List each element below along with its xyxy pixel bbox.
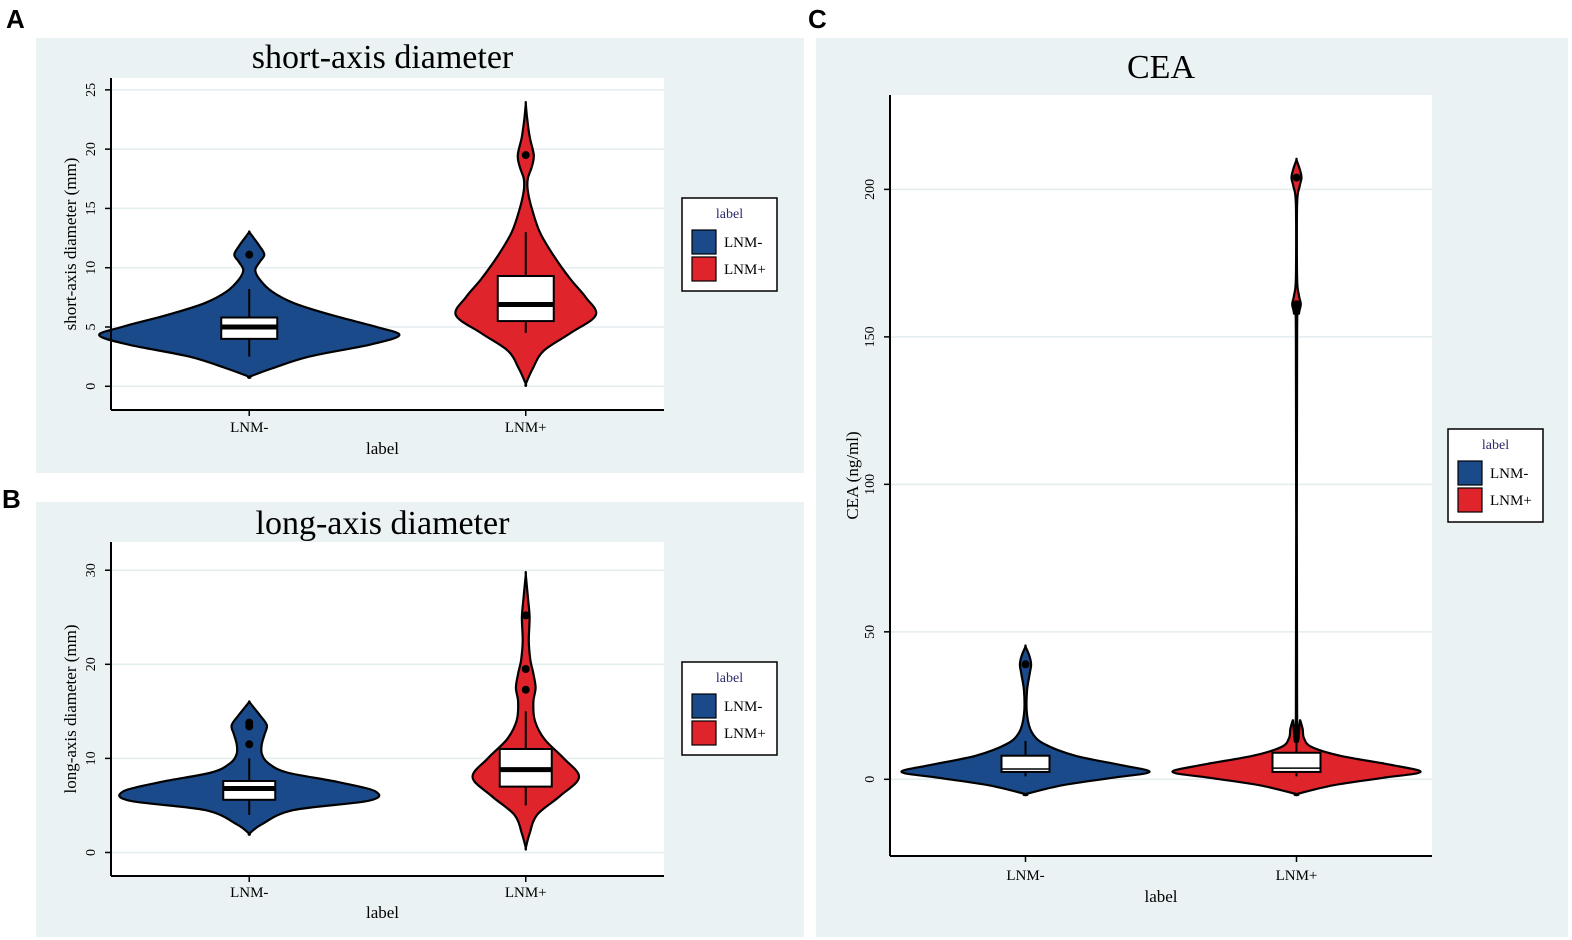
legend-label-LNM-: LNM- <box>724 699 762 715</box>
legend-title: label <box>1482 438 1509 453</box>
y-tick-label: 10 <box>84 261 99 275</box>
outlier-point <box>1292 173 1301 182</box>
y-tick-label: 10 <box>84 751 99 765</box>
chart-title: short-axis diameter <box>252 39 514 76</box>
plot-area <box>111 542 664 876</box>
panel-letter-b: B <box>2 484 21 514</box>
plot-area <box>890 95 1432 856</box>
y-tick-label: 150 <box>863 326 878 347</box>
panel-a: 0 5 10 15 20 25 LNM- LNM+ short-axis diameter lab… <box>36 38 804 473</box>
panel-c: 0 50 100 150 200 LNM- LNM+ CEA label CEA (ng/ml) l… <box>816 38 1568 937</box>
y-tick-label: 5 <box>84 324 99 331</box>
box-LNM+ <box>496 275 555 323</box>
plot-area <box>111 78 664 410</box>
legend-label-LNM+: LNM+ <box>1490 493 1532 509</box>
chart-title: CEA <box>1127 49 1195 86</box>
chart-short-axis: 0 5 10 15 20 25 LNM- LNM+ short-axis diameter lab… <box>61 39 778 458</box>
y-tick-label: 30 <box>84 563 99 577</box>
legend-label-LNM-: LNM- <box>1490 466 1528 482</box>
x-tick-label: LNM- <box>230 420 268 436</box>
y-tick-label: 200 <box>863 179 878 200</box>
box-LNM- <box>1000 754 1051 773</box>
legend-swatch-LNM+ <box>1457 487 1483 513</box>
y-tick-label: 15 <box>84 201 99 215</box>
x-tick-label: LNM+ <box>505 885 547 901</box>
legend-swatch-LNM+ <box>691 256 717 282</box>
y-tick-label: 20 <box>84 657 99 671</box>
legend-title: label <box>716 207 743 222</box>
legend-swatch-LNM- <box>691 229 717 255</box>
y-tick-label: 0 <box>84 849 99 856</box>
legend-label-LNM+: LNM+ <box>724 726 766 742</box>
outlier-point <box>521 151 530 160</box>
violin-LNM+ <box>1171 157 1422 797</box>
legend-label-LNM-: LNM- <box>724 235 762 251</box>
chart-cea: 0 50 100 150 200 LNM- LNM+ CEA label CEA (ng/ml) l… <box>843 49 1544 906</box>
legend-label-LNM+: LNM+ <box>724 262 766 278</box>
legend-title: label <box>716 671 743 686</box>
outlier-point <box>521 685 530 694</box>
y-tick-label: 50 <box>863 625 878 639</box>
x-axis-label: label <box>1144 887 1177 906</box>
y-axis-label: short-axis diameter (mm) <box>61 158 80 331</box>
x-axis-label: label <box>366 439 399 458</box>
panel-letter-a: A <box>6 4 25 34</box>
y-tick-label: 100 <box>863 474 878 495</box>
legend-swatch-LNM+ <box>691 720 717 746</box>
y-tick-label: 25 <box>84 83 99 97</box>
chart-long-axis: 0 10 20 30 LNM- LNM+ long-axis diameter label lo… <box>61 505 778 922</box>
outlier-point <box>1021 660 1030 669</box>
outlier-point <box>245 740 254 749</box>
violin-LNM- <box>900 644 1151 797</box>
x-tick-label: LNM+ <box>505 420 547 436</box>
outlier-point <box>245 718 254 727</box>
outlier-point <box>1292 723 1301 732</box>
legend: label LNM- LNM+ <box>681 197 778 292</box>
outlier-point <box>245 250 254 259</box>
chart-title: long-axis diameter <box>256 505 511 542</box>
panel-letter-c: C <box>808 4 827 34</box>
y-axis-label: CEA (ng/ml) <box>843 431 862 519</box>
panel-b: 0 10 20 30 LNM- LNM+ long-axis diameter label lo… <box>36 502 804 937</box>
x-tick-label: LNM- <box>1006 868 1044 884</box>
outlier-point <box>521 665 530 674</box>
legend: label LNM- LNM+ <box>681 661 778 756</box>
box-LNM+ <box>1271 751 1322 773</box>
legend-swatch-LNM- <box>1457 460 1483 486</box>
x-tick-label: LNM- <box>230 885 268 901</box>
outlier-point <box>1292 300 1301 309</box>
legend: label LNM- LNM+ <box>1447 428 1544 523</box>
legend-swatch-LNM- <box>691 693 717 719</box>
y-axis-label: long-axis diameter (mm) <box>61 624 80 793</box>
y-tick-label: 0 <box>863 776 878 783</box>
x-tick-label: LNM+ <box>1276 868 1318 884</box>
y-tick-label: 20 <box>84 142 99 156</box>
x-axis-label: label <box>366 903 399 922</box>
y-tick-label: 0 <box>84 383 99 390</box>
outlier-point <box>521 611 530 620</box>
